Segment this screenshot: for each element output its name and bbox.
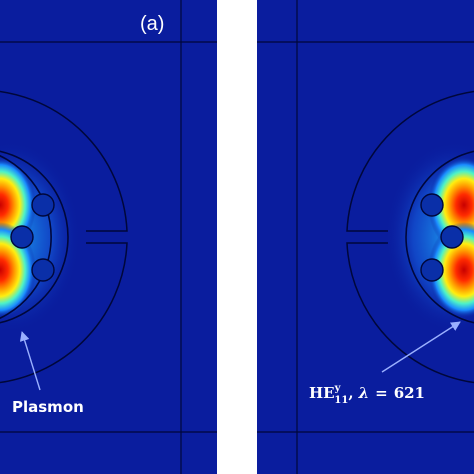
panel-a-core-circle [0, 150, 69, 324]
panel-b-core-circle [405, 150, 474, 324]
panel-a-label: (a) [140, 13, 164, 35]
panel-a-annotation-arrow [19, 331, 41, 391]
panel-a-air-hole [31, 258, 55, 282]
panel-a-outer-cladding [0, 90, 128, 384]
panel-b-field-lobe-lower [428, 222, 474, 318]
panel-b-air-hole [420, 258, 444, 282]
panel-b: HEy 11, λ = 621 [257, 0, 474, 474]
panel-b-annotation: HEy 11, λ = 621 [309, 383, 425, 406]
panel-b-outer-cladding [346, 90, 474, 384]
panel-a-annotation: Plasmon [12, 398, 84, 416]
mode-separator: , [348, 384, 353, 402]
wavelength-symbol: λ [358, 384, 370, 402]
mode-superscript: y [334, 383, 342, 394]
panel-b-annotation-arrow [381, 321, 461, 373]
wavelength-value: 621 [394, 384, 425, 402]
panel-a-core-boundary [0, 155, 52, 319]
equals-sign: = [375, 384, 388, 402]
panel-b-air-hole [420, 193, 444, 217]
panel-a: (a) Plasmon [0, 0, 217, 474]
mode-name: HE [309, 384, 335, 402]
panel-divider [217, 0, 257, 474]
panel-a-air-hole [31, 193, 55, 217]
mode-subscript: 11 [334, 395, 348, 406]
panel-a-air-hole [10, 225, 34, 249]
panel-b-air-hole [440, 225, 464, 249]
